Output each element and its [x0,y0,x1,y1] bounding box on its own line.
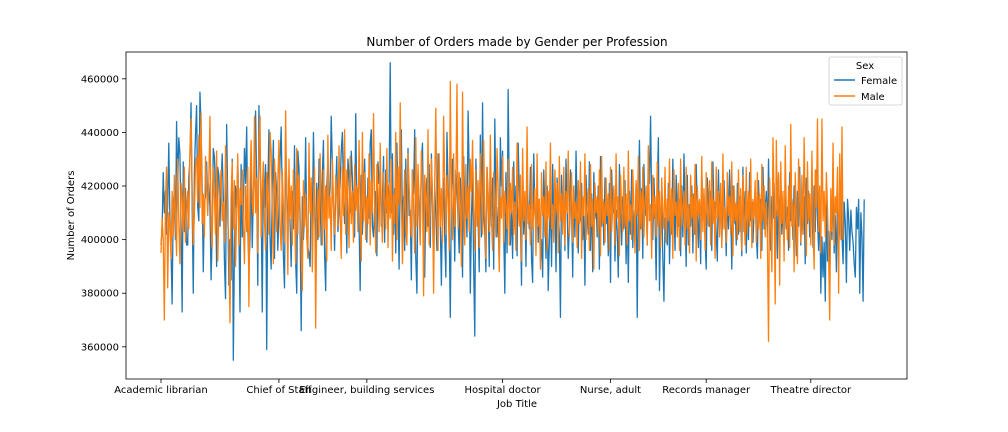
y-tick-label: 420000 [81,182,119,193]
y-tick-label: 440000 [81,128,119,139]
legend: Sex Female Male [828,56,903,106]
x-tick-label: Nurse, adult [580,385,641,396]
legend-label-female: Female [861,76,897,87]
legend-title: Sex [856,61,874,72]
y-tick-label: 400000 [81,235,119,246]
x-tick-label: Academic librarian [114,385,208,396]
x-tick-label: Theatre director [769,385,852,396]
x-tick-label: Hospital doctor [465,385,542,396]
plot-area [125,51,908,380]
x-axis: Academic librarian Chief of StaffEngineer… [114,379,852,396]
legend-box [828,56,903,106]
legend-label-male: Male [861,92,885,103]
y-axis-label: Number of Orders [66,171,77,261]
x-tick-label: Records manager [662,385,751,396]
y-tick-label: 380000 [81,289,119,300]
x-tick-label: Engineer, building services [299,385,434,396]
y-tick-label: 460000 [81,74,119,85]
chart-title: Number of Orders made by Gender per Prof… [366,35,667,49]
series-line-male [160,80,844,343]
series-layer [160,62,865,361]
plot-frame [125,51,908,380]
y-axis: 360000 380000 400000 420000 440000 460000 [81,74,126,353]
x-axis-label: Job Title [496,399,537,410]
x-tick-label: Chief of Staff [246,385,312,396]
y-tick-label: 360000 [81,342,119,353]
